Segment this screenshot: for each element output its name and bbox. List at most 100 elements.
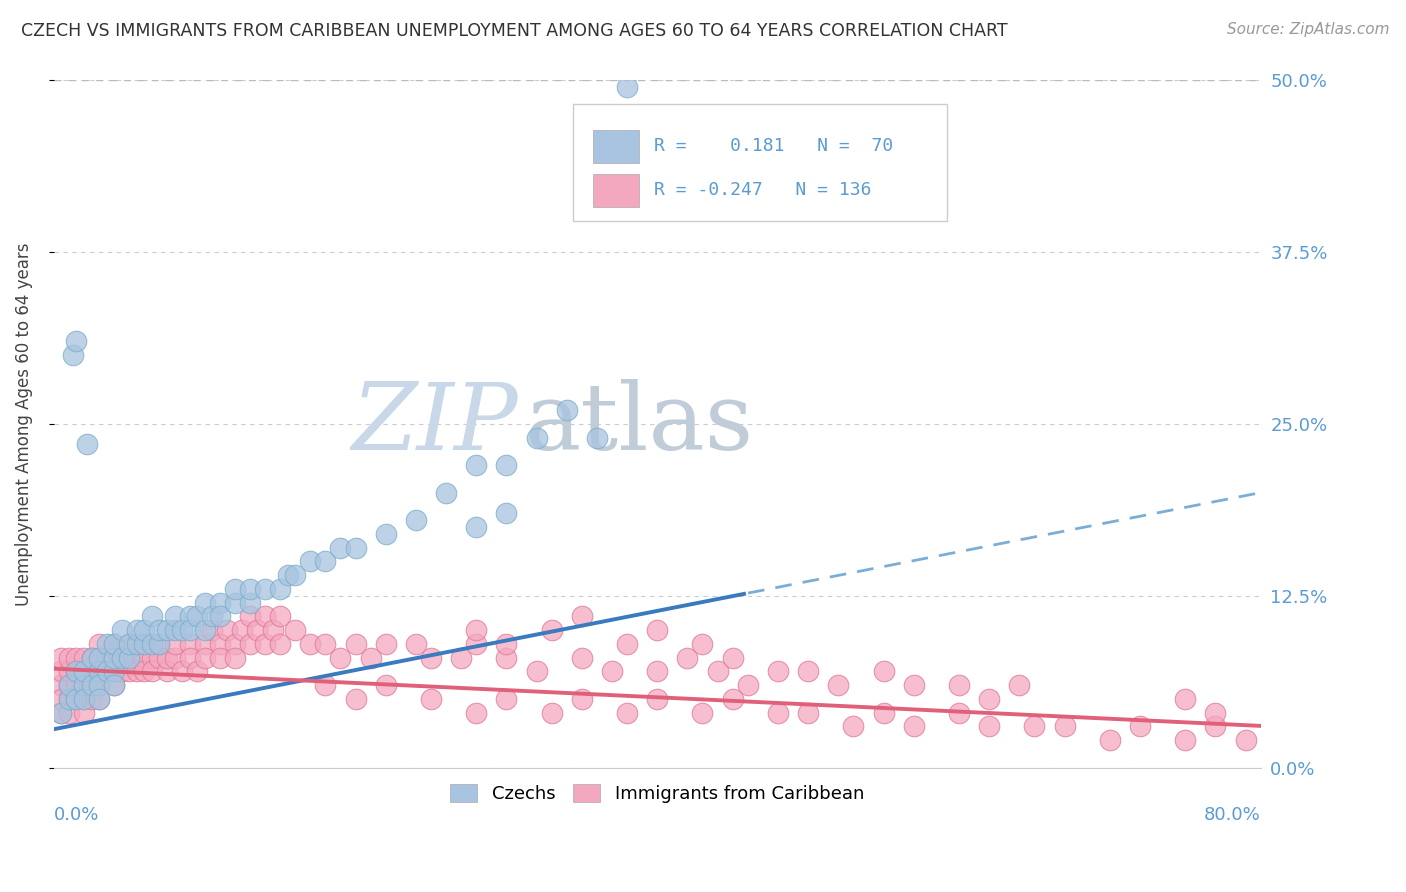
Point [62,348,84,362]
Point [96,637,118,651]
Point [73,650,96,665]
Point [111,650,134,665]
Point [344,692,367,706]
Point [1024,719,1046,733]
Text: CZECH VS IMMIGRANTS FROM CARIBBEAN UNEMPLOYMENT AMONG AGES 60 TO 64 YEARS CORREL: CZECH VS IMMIGRANTS FROM CARIBBEAN UNEMP… [21,22,1008,40]
Text: atlas: atlas [524,379,754,469]
Point [65,678,87,692]
Point [111,650,134,665]
Point [374,678,396,692]
Point [179,623,201,637]
Text: ZIP: ZIP [352,379,519,469]
Point [58,706,80,720]
Point [134,637,156,651]
Point [111,665,134,679]
Point [253,609,276,624]
Text: R = -0.247   N = 136: R = -0.247 N = 136 [654,181,872,199]
Point [692,706,714,720]
Point [73,692,96,706]
Point [134,623,156,637]
Point [51,650,73,665]
Point [65,334,87,349]
Point [134,650,156,665]
Point [103,637,125,651]
Point [103,637,125,651]
Point [170,623,193,637]
Point [797,706,820,720]
Point [179,609,201,624]
Point [299,554,322,568]
Point [495,650,517,665]
Point [141,650,163,665]
Point [134,665,156,679]
Point [65,692,87,706]
Point [118,650,141,665]
Point [616,706,638,720]
Point [80,650,103,665]
Point [87,665,110,679]
Point [179,637,201,651]
Point [360,650,382,665]
Point [329,541,352,555]
Point [87,678,110,692]
Point [526,665,548,679]
Point [96,665,118,679]
Point [465,520,488,534]
Point [80,692,103,706]
FancyBboxPatch shape [572,104,946,221]
Point [277,568,299,582]
Point [737,678,759,692]
Point [977,719,1000,733]
Point [872,665,894,679]
Point [156,650,179,665]
Point [420,650,443,665]
Point [645,665,668,679]
Point [87,692,110,706]
Point [571,609,593,624]
Point [721,692,744,706]
Point [51,678,73,692]
Point [148,637,170,651]
Point [118,637,141,651]
Point [721,650,744,665]
Point [194,623,217,637]
Point [329,650,352,665]
Point [73,692,96,706]
Point [231,623,253,637]
Point [766,665,789,679]
Point [269,582,291,596]
Point [253,582,276,596]
Point [299,637,322,651]
Y-axis label: Unemployment Among Ages 60 to 64 years: Unemployment Among Ages 60 to 64 years [15,242,32,606]
Point [450,650,472,665]
Point [571,692,593,706]
Bar [593,130,640,163]
Point [141,637,163,651]
Point [284,623,307,637]
Point [103,650,125,665]
Point [374,637,396,651]
Point [103,665,125,679]
Point [87,637,110,651]
Point [65,665,87,679]
Point [103,678,125,692]
Point [51,692,73,706]
Point [170,665,193,679]
Point [103,678,125,692]
Legend: Czechs, Immigrants from Caribbean: Czechs, Immigrants from Caribbean [443,776,872,810]
Point [977,692,1000,706]
Point [118,665,141,679]
Point [872,706,894,720]
Point [80,678,103,692]
Point [125,665,148,679]
Point [269,637,291,651]
Point [827,678,849,692]
Point [284,568,307,582]
Point [80,665,103,679]
Point [58,678,80,692]
Point [73,678,96,692]
Point [1174,733,1197,747]
Point [465,458,488,472]
Point [571,650,593,665]
Point [58,678,80,692]
